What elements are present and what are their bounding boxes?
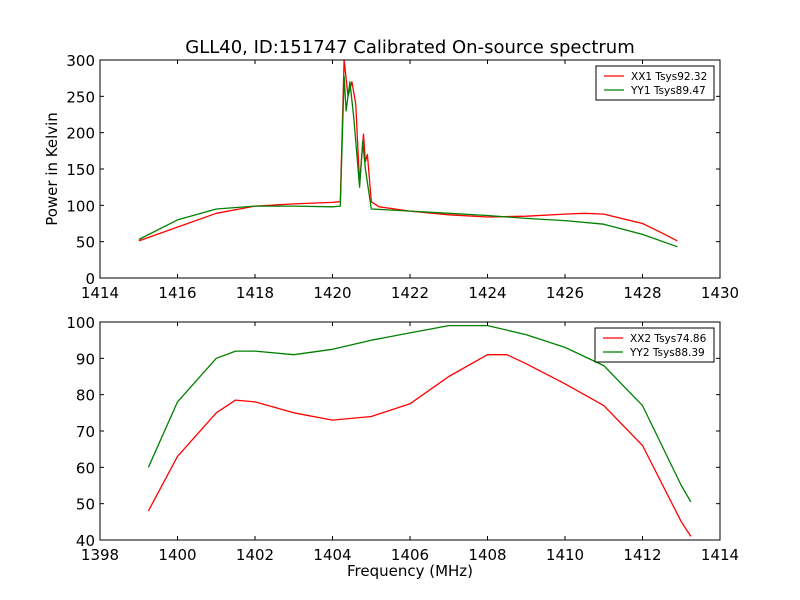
legend-label: XX1 Tsys92.32 <box>631 71 707 83</box>
y-tick-label: 60 <box>76 459 95 477</box>
x-tick-label: 1428 <box>623 284 661 302</box>
x-axis-label: Frequency (MHz) <box>347 562 473 580</box>
x-tick-label: 1416 <box>158 284 196 302</box>
y-tick-label: 300 <box>66 52 95 70</box>
legend-box <box>594 327 715 363</box>
y-tick-label: 100 <box>66 314 95 332</box>
y-axis-label: Power in Kelvin <box>43 112 61 226</box>
y-tick-label: 0 <box>85 270 95 288</box>
series-line-xx1 <box>138 59 678 242</box>
y-tick-label: 100 <box>66 197 95 215</box>
x-tick-label: 1412 <box>623 546 661 564</box>
legend-label: YY1 Tsys89.47 <box>630 85 706 97</box>
x-tick-label: 1402 <box>236 546 274 564</box>
legend-label: YY2 Tsys88.39 <box>629 347 705 359</box>
series-line-xx2 <box>147 354 692 537</box>
x-tick-label: 1414 <box>701 546 739 564</box>
x-tick-label: 1418 <box>236 284 274 302</box>
bottom-axes: 1398 1400 1402 1404 1406 1408 1410 1412 1414 40 50… <box>66 314 739 564</box>
y-tick-label: 200 <box>66 125 95 143</box>
y-tick-label: 70 <box>76 423 95 441</box>
top-axes: 1414 1416 1418 1420 1422 1424 1426 1428 1430 0 50 1… <box>66 52 739 302</box>
y-tick-label: 40 <box>76 532 95 550</box>
x-tick-label: 1420 <box>313 284 351 302</box>
legend: XX1 Tsys92.32 YY1 Tsys89.47 <box>595 65 715 101</box>
x-tick-label: 1398 <box>81 546 119 564</box>
x-tick-label: 1426 <box>546 284 584 302</box>
x-tick-label: 1400 <box>158 546 196 564</box>
y-tick-label: 150 <box>66 161 95 179</box>
x-tick-label: 1406 <box>391 546 429 564</box>
x-tick-label: 1404 <box>313 546 351 564</box>
legend-box <box>595 65 715 101</box>
y-tick-label: 50 <box>76 234 95 252</box>
y-tick-label: 50 <box>76 496 95 514</box>
y-tick-label: 90 <box>76 350 95 368</box>
legend: XX2 Tsys74.86 YY2 Tsys88.39 <box>594 327 715 363</box>
chart-title: GLL40, ID:151747 Calibrated On-source sp… <box>185 37 635 58</box>
series-line-yy1 <box>138 75 678 248</box>
x-tick-label: 1410 <box>546 546 584 564</box>
series-line-yy2 <box>147 324 692 503</box>
x-tick-label: 1414 <box>81 284 119 302</box>
legend-label: XX2 Tsys74.86 <box>630 333 707 345</box>
x-tick-label: 1422 <box>391 284 429 302</box>
x-tick-label: 1408 <box>468 546 506 564</box>
x-tick-label: 1430 <box>701 284 739 302</box>
x-tick-label: 1424 <box>468 284 506 302</box>
y-tick-label: 250 <box>66 88 95 106</box>
y-tick-label: 80 <box>76 387 95 405</box>
